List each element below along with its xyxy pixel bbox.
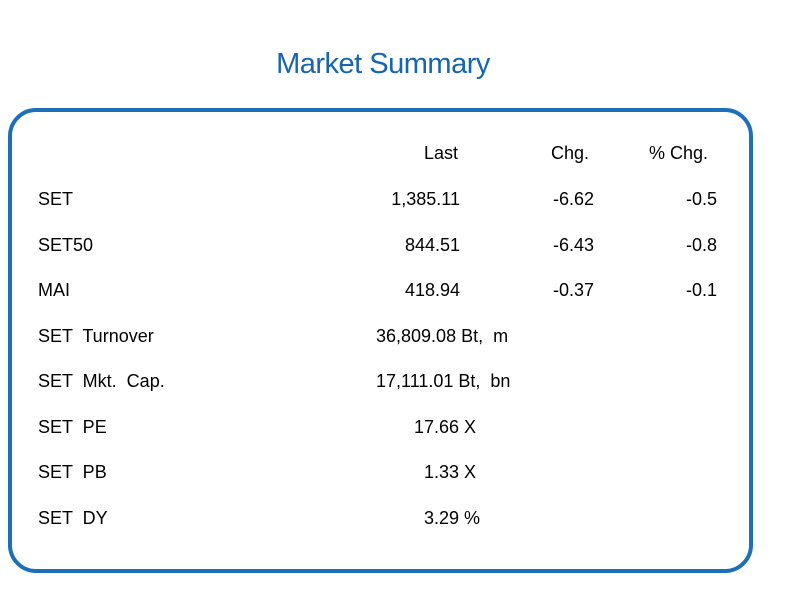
stat-value: 17,111.01 Bt, bn: [376, 371, 511, 391]
index-pct-chg: -0.8: [685, 235, 717, 255]
index-pct-chg: -0.5: [685, 189, 717, 209]
stat-label: SET PE: [38, 417, 107, 437]
index-pct-chg: -0.1: [685, 280, 717, 300]
stat-value: 1.33 X: [424, 462, 477, 482]
column-header-last: Last: [424, 143, 459, 163]
stat-label: SET Mkt. Cap.: [38, 371, 165, 391]
index-name: SET: [38, 189, 74, 209]
index-chg: -0.37: [552, 280, 594, 300]
stat-value: 36,809.08 Bt, m: [376, 326, 509, 346]
index-chg: -6.43: [552, 235, 594, 255]
stat-label: SET PB: [38, 462, 107, 482]
stat-value: 3.29 %: [424, 508, 481, 528]
stat-value: 17.66 X: [414, 417, 477, 437]
index-name: SET50: [38, 235, 94, 255]
column-header-pct-chg: % Chg.: [649, 143, 709, 163]
market-summary-panel: [8, 108, 753, 573]
column-header-chg: Chg.: [551, 143, 590, 163]
index-last: 844.51: [404, 235, 460, 255]
stat-label: SET Turnover: [38, 326, 154, 346]
index-last: 418.94: [404, 280, 460, 300]
index-last: 1,385.11: [391, 189, 460, 209]
stat-label: SET DY: [38, 508, 108, 528]
page-title: Market Summary: [276, 48, 490, 80]
index-chg: -6.62: [552, 189, 594, 209]
index-name: MAI: [38, 280, 71, 300]
